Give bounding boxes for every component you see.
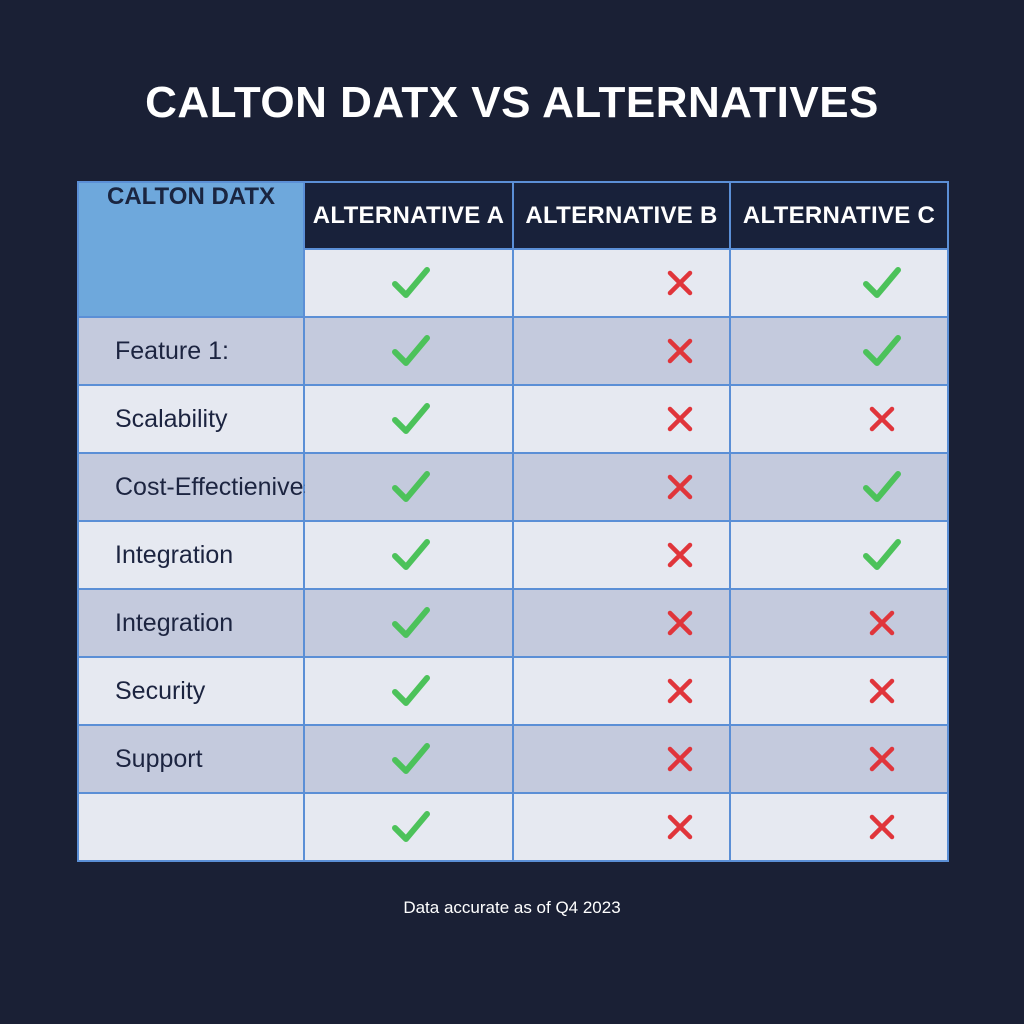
- check-icon: [391, 266, 431, 300]
- comparison-table-body: CALTON DATX ALTERNATIVE A ALTERNATIVE B …: [77, 181, 949, 862]
- table-cell-alternative-b: [512, 248, 731, 318]
- table-cell-alternative-a: [303, 588, 514, 658]
- table-cell-alternative-c: [729, 452, 949, 522]
- table-row: Scalability: [77, 384, 949, 454]
- cross-icon: [666, 813, 694, 841]
- comparison-table-wrap: CALTON DATX ALTERNATIVE A ALTERNATIVE B …: [77, 181, 949, 867]
- column-header-calton-datx: CALTON DATX: [77, 181, 305, 318]
- row-label: Integration: [77, 588, 305, 658]
- cross-icon: [666, 269, 694, 297]
- table-cell-alternative-a: [303, 520, 514, 590]
- table-cell-alternative-c: [729, 724, 949, 794]
- table-cell-alternative-a: [303, 792, 514, 862]
- table-row: Integration: [77, 588, 949, 658]
- check-icon: [391, 810, 431, 844]
- check-icon: [391, 334, 431, 368]
- cross-icon: [666, 337, 694, 365]
- table-row: Security: [77, 656, 949, 726]
- table-cell-alternative-b: [512, 452, 731, 522]
- column-header-alternative-c: ALTERNATIVE C: [729, 181, 949, 250]
- table-cell-alternative-b: [512, 656, 731, 726]
- table-cell-alternative-b: [512, 588, 731, 658]
- check-icon: [391, 606, 431, 640]
- cross-icon: [666, 541, 694, 569]
- check-icon: [391, 470, 431, 504]
- table-cell-alternative-a: [303, 724, 514, 794]
- row-label: [77, 792, 305, 862]
- check-icon: [391, 674, 431, 708]
- check-icon: [862, 266, 902, 300]
- table-cell-alternative-c: [729, 248, 949, 318]
- cross-icon: [666, 405, 694, 433]
- row-label: Integration: [77, 520, 305, 590]
- table-row: [77, 792, 949, 862]
- cross-icon: [666, 609, 694, 637]
- table-cell-alternative-b: [512, 384, 731, 454]
- cross-icon: [666, 677, 694, 705]
- cross-icon: [868, 813, 896, 841]
- table-cell-alternative-c: [729, 384, 949, 454]
- cross-icon: [666, 745, 694, 773]
- cross-icon: [868, 609, 896, 637]
- table-cell-alternative-b: [512, 724, 731, 794]
- table-cell-alternative-c: [729, 792, 949, 862]
- cross-icon: [868, 405, 896, 433]
- table-cell-alternative-c: [729, 656, 949, 726]
- footnote: Data accurate as of Q4 2023: [403, 898, 621, 917]
- check-icon: [391, 402, 431, 436]
- check-icon: [391, 742, 431, 776]
- header-row: CALTON DATX ALTERNATIVE A ALTERNATIVE B …: [77, 181, 949, 318]
- check-icon: [862, 538, 902, 572]
- table-cell-alternative-a: [303, 384, 514, 454]
- table-cell-alternative-b: [512, 792, 731, 862]
- table-row: [78, 248, 949, 318]
- table-row: Feature 1:: [77, 316, 949, 386]
- check-icon: [862, 470, 902, 504]
- row-label: Feature 1:: [77, 316, 305, 386]
- table-cell-alternative-a: [303, 316, 514, 386]
- table-cell-alternative-a: [303, 452, 514, 522]
- row-label: Cost-Effectienives: [77, 452, 316, 522]
- cross-icon: [868, 677, 896, 705]
- table-cell-alternative-c: [729, 588, 949, 658]
- check-icon: [862, 334, 902, 368]
- column-header-alternative-b: ALTERNATIVE B: [512, 181, 731, 250]
- row-label: Scalability: [77, 384, 305, 454]
- comparison-table: CALTON DATX ALTERNATIVE A ALTERNATIVE B …: [77, 181, 949, 862]
- table-cell-alternative-a: [303, 656, 514, 726]
- table-row: Support: [77, 724, 949, 794]
- check-icon: [391, 538, 431, 572]
- table-cell-alternative-b: [512, 316, 731, 386]
- cross-icon: [868, 745, 896, 773]
- row-label: Security: [77, 656, 305, 726]
- page-title: CALTON DATX VS ALTERNATIVES: [145, 78, 879, 127]
- table-row: Integration: [77, 520, 949, 590]
- column-header-alternative-a: ALTERNATIVE A: [303, 181, 514, 250]
- row-label: Support: [77, 724, 305, 794]
- table-cell-alternative-c: [729, 520, 949, 590]
- table-row: Cost-Effectienives: [77, 452, 949, 522]
- cross-icon: [666, 473, 694, 501]
- table-cell-alternative-c: [729, 316, 949, 386]
- table-cell-alternative-b: [512, 520, 731, 590]
- table-cell-alternative-a: [303, 248, 514, 318]
